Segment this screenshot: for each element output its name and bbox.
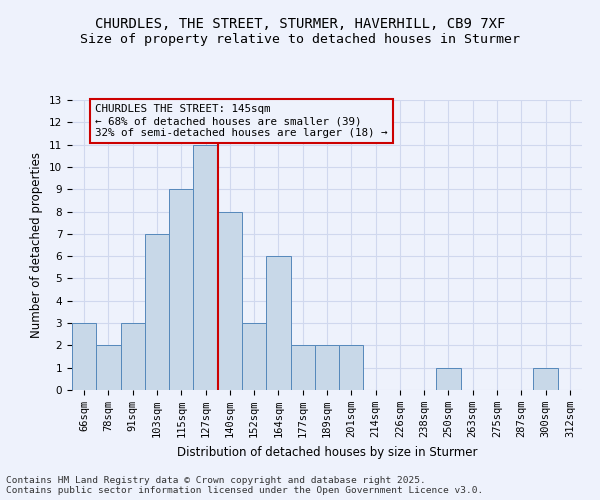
X-axis label: Distribution of detached houses by size in Sturmer: Distribution of detached houses by size … xyxy=(177,446,477,458)
Bar xyxy=(218,212,242,390)
Bar xyxy=(193,144,218,390)
Bar xyxy=(72,323,96,390)
Y-axis label: Number of detached properties: Number of detached properties xyxy=(31,152,43,338)
Bar xyxy=(436,368,461,390)
Bar xyxy=(242,323,266,390)
Text: Contains HM Land Registry data © Crown copyright and database right 2025.
Contai: Contains HM Land Registry data © Crown c… xyxy=(6,476,483,495)
Bar xyxy=(169,189,193,390)
Text: CHURDLES, THE STREET, STURMER, HAVERHILL, CB9 7XF: CHURDLES, THE STREET, STURMER, HAVERHILL… xyxy=(95,18,505,32)
Bar xyxy=(266,256,290,390)
Bar xyxy=(315,346,339,390)
Bar xyxy=(339,346,364,390)
Text: CHURDLES THE STREET: 145sqm
← 68% of detached houses are smaller (39)
32% of sem: CHURDLES THE STREET: 145sqm ← 68% of det… xyxy=(95,104,388,138)
Bar xyxy=(145,234,169,390)
Bar xyxy=(96,346,121,390)
Bar xyxy=(121,323,145,390)
Bar xyxy=(290,346,315,390)
Bar xyxy=(533,368,558,390)
Text: Size of property relative to detached houses in Sturmer: Size of property relative to detached ho… xyxy=(80,32,520,46)
